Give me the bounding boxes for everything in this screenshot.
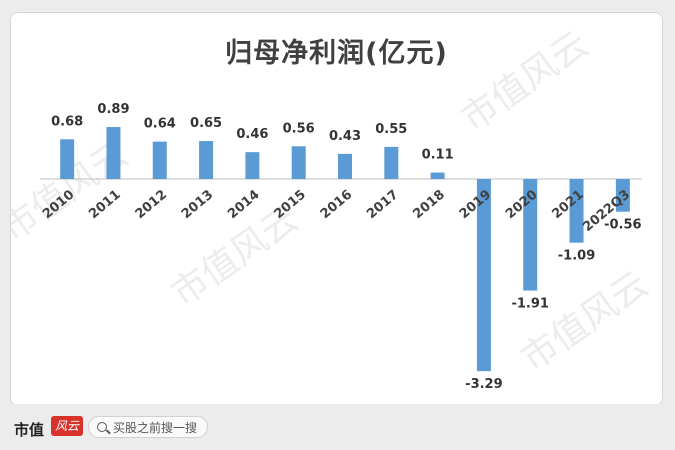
data-label: 0.64 <box>144 117 176 132</box>
footer: 市值 风云 买股之前搜一搜 <box>0 404 675 450</box>
x-tick-label: 2016 <box>318 187 355 222</box>
bar-2019 <box>476 179 491 372</box>
search-box[interactable]: 买股之前搜一搜 <box>88 416 208 438</box>
bar-2017 <box>384 146 399 179</box>
data-label: -1.09 <box>558 249 595 264</box>
data-label: -1.91 <box>511 297 548 312</box>
bar-2014 <box>245 152 260 179</box>
bar-2011 <box>106 127 121 179</box>
bar-2015 <box>291 146 306 179</box>
bar-2012 <box>152 141 167 179</box>
data-label: 0.89 <box>97 102 129 117</box>
x-tick-label: 2011 <box>86 187 123 222</box>
chart-title: 归母净利润(亿元) <box>225 38 448 69</box>
bar-2010 <box>60 139 75 179</box>
bar-2021 <box>569 179 584 243</box>
bar-2022Q3 <box>615 179 630 212</box>
bar-chart: 0.68 2010 0.89 2011 0.64 2012 0.65 2013 0.46 2014… <box>40 102 642 392</box>
brand-logo-badge: 风云 <box>51 416 83 436</box>
data-label: 0.43 <box>329 129 361 144</box>
bar-2018 <box>430 172 445 179</box>
x-tick-label: 2014 <box>225 187 262 222</box>
x-tick-label: 2012 <box>133 187 170 222</box>
bar-2020 <box>523 179 538 291</box>
data-label: -0.56 <box>604 218 641 233</box>
data-label: 0.11 <box>422 148 454 163</box>
brand-logo-text: 市值 <box>14 421 45 439</box>
x-tick-label: 2013 <box>179 187 216 222</box>
x-tick-label: 2015 <box>272 187 309 222</box>
x-tick-label: 2010 <box>40 187 77 222</box>
data-label: 0.46 <box>236 127 268 142</box>
x-tick-label: 2017 <box>364 187 401 222</box>
x-tick-label: 2018 <box>410 187 447 222</box>
data-label: 0.68 <box>51 114 83 129</box>
chart-card: 市值风云 市值风云 市值风云 市值风云 归母净利润(亿元) <box>10 12 663 406</box>
bar-2016 <box>338 153 352 179</box>
search-placeholder: 买股之前搜一搜 <box>113 421 198 435</box>
data-label: 0.65 <box>190 116 222 131</box>
data-label: -3.29 <box>465 377 502 392</box>
bar-2013 <box>199 141 214 179</box>
data-label: 0.56 <box>283 121 315 136</box>
search-icon <box>97 422 107 432</box>
data-label: 0.55 <box>375 122 407 137</box>
